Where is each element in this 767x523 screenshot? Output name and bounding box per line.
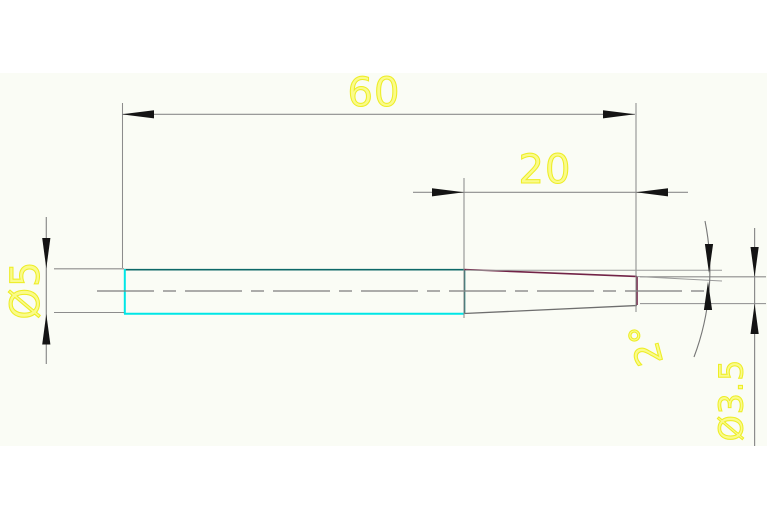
dim-60-text[interactable]: 60 [347,70,401,116]
dim-dia5-arrow-bottom-icon [42,314,51,345]
taper-bottom-edge[interactable] [463,304,638,315]
dim-60-arrow-left-icon [122,110,154,119]
dim-dia5-arrow-top-icon [42,238,51,269]
dim-dia5-text[interactable]: Ø5 [3,260,50,320]
dim-20-arrow-right-icon [636,188,668,197]
dim-20-text[interactable]: 20 [518,147,572,193]
drawing-canvas [0,73,767,446]
dimension-angle[interactable] [466,220,723,358]
angle-arrow-top-icon [704,244,714,273]
dimension-60[interactable] [121,103,637,312]
dim-angle-text[interactable]: 2° [621,318,673,371]
dim-dia35-arrow-top-icon [750,247,759,277]
dimension-dia35[interactable] [640,228,766,446]
dimension-20[interactable] [413,178,688,318]
taper-extension-line [636,276,723,282]
dim-dia35-text[interactable]: Ø3.5 [711,358,751,442]
part-outline[interactable] [97,268,708,315]
dim-20-arrow-left-icon [432,188,464,197]
dim-dia35-arrow-bottom-icon [750,303,759,334]
angle-arrow-bottom-icon [703,281,713,310]
dimension-dia5[interactable] [42,217,124,364]
dim-60-arrow-right-icon [603,110,635,119]
